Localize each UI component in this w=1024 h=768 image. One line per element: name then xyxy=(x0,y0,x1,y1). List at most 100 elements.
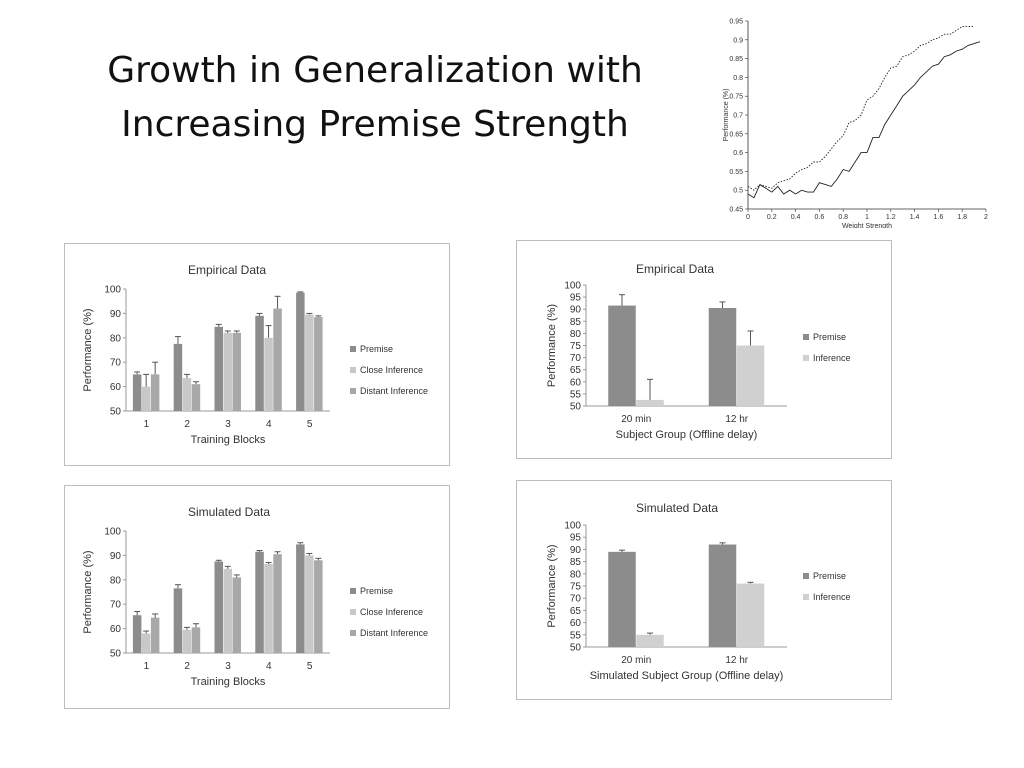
bar-premise xyxy=(608,551,636,647)
y-tick-label: 55 xyxy=(570,630,582,641)
simulated-training-blocks-chart: Simulated Data 50 60 70 80 90 100 Performance (… xyxy=(64,485,450,709)
bar-close-inference xyxy=(223,332,232,411)
bar-distant-inference xyxy=(191,627,201,653)
bar-distant-inference xyxy=(191,384,201,411)
x-tick-label: 20 min xyxy=(621,655,651,666)
x-axis-label: Subject Group (Offline delay) xyxy=(616,429,758,441)
chart-title: Empirical Data xyxy=(188,263,266,277)
y-tick-label: 0.45 xyxy=(729,207,743,214)
x-tick-label: 4 xyxy=(266,419,272,430)
y-axis-label: Performance (%) xyxy=(546,304,558,387)
y-tick-label: 65 xyxy=(570,606,582,617)
y-axis-label: Performance (%) xyxy=(546,544,558,627)
legend-swatch xyxy=(803,355,809,361)
series-line-1-dotted xyxy=(747,26,975,191)
x-tick-label: 1.2 xyxy=(886,214,896,221)
bar-distant-inference xyxy=(150,374,160,411)
bar-close-inference xyxy=(223,568,232,653)
y-tick-label: 75 xyxy=(570,341,582,352)
x-tick-label: 1 xyxy=(144,419,150,430)
legend-swatch xyxy=(803,573,809,579)
y-axis-label: Performance (%) xyxy=(82,308,94,391)
x-tick-label: 1 xyxy=(144,661,150,672)
y-tick-label: 0.55 xyxy=(729,169,743,176)
bar-close-inference xyxy=(305,314,314,411)
bar-premise xyxy=(296,292,305,411)
x-tick-label: 1.4 xyxy=(910,214,920,221)
bar-premise xyxy=(255,315,264,411)
y-tick-label: 0.85 xyxy=(729,56,743,63)
legend-swatch xyxy=(350,388,356,394)
bar-close-inference xyxy=(141,386,151,411)
line-chart-svg: 0.45 0.5 0.55 0.6 0.65 0.7 0.75 0.8 0.85 0.9 0.95 0… xyxy=(723,19,988,229)
bar-chart-svg: Empirical Data 50 60 70 80 90 100 Performance (… xyxy=(82,263,428,446)
bar-premise xyxy=(132,615,142,653)
slide-title-line-2: Increasing Premise Strength xyxy=(121,104,629,145)
bar-premise xyxy=(255,551,264,653)
legend-swatch xyxy=(803,594,809,600)
x-tick-label: 5 xyxy=(307,661,313,672)
x-tick-label: 3 xyxy=(225,419,231,430)
x-tick-label: 4 xyxy=(266,661,272,672)
legend-swatch xyxy=(350,609,356,615)
bar-distant-inference xyxy=(314,317,323,411)
x-axis-label: Weight Strength xyxy=(842,223,892,228)
weight-strength-line-chart: 0.45 0.5 0.55 0.6 0.65 0.7 0.75 0.8 0.85 0.9 0.95 0… xyxy=(718,14,1000,229)
bar-inference xyxy=(636,634,664,647)
bar-distant-inference xyxy=(150,617,160,653)
y-tick-label: 0.65 xyxy=(729,131,743,138)
y-axis-label: Performance (%) xyxy=(723,89,730,142)
y-tick-label: 50 xyxy=(110,649,122,660)
x-tick-label: 12 hr xyxy=(725,414,748,425)
bar-inference xyxy=(636,399,664,406)
bar-premise xyxy=(296,544,305,653)
y-tick-label: 0.8 xyxy=(733,75,743,82)
y-tick-label: 60 xyxy=(570,377,582,388)
y-tick-label: 100 xyxy=(564,281,581,292)
legend-label: Distant Inference xyxy=(360,386,428,396)
bar-distant-inference xyxy=(273,308,282,411)
legend-swatch xyxy=(350,367,356,373)
y-tick-label: 80 xyxy=(110,575,122,586)
bar-premise xyxy=(214,326,223,411)
legend-label: Close Inference xyxy=(360,607,423,617)
bar-close-inference xyxy=(264,337,273,411)
y-axis-label: Performance (%) xyxy=(82,550,94,633)
chart-title: Simulated Data xyxy=(636,501,718,515)
legend-swatch xyxy=(803,334,809,340)
legend-swatch xyxy=(350,588,356,594)
y-tick-label: 70 xyxy=(570,353,582,364)
y-tick-label: 65 xyxy=(570,365,582,376)
bar-inference xyxy=(736,583,765,647)
legend-label: Distant Inference xyxy=(360,628,428,638)
series-line-2-solid xyxy=(747,41,981,199)
y-tick-label: 80 xyxy=(570,569,582,580)
y-tick-label: 90 xyxy=(110,309,122,320)
y-tick-label: 0.7 xyxy=(733,113,743,120)
y-tick-label: 0.6 xyxy=(733,150,743,157)
y-tick-label: 90 xyxy=(110,551,122,562)
bar-premise xyxy=(173,343,183,411)
x-tick-label: 0 xyxy=(746,214,750,221)
bar-distant-inference xyxy=(273,554,282,653)
x-tick-label: 0.6 xyxy=(815,214,825,221)
x-tick-label: 2 xyxy=(984,214,988,221)
y-tick-label: 90 xyxy=(570,545,582,556)
x-tick-label: 1.6 xyxy=(934,214,944,221)
x-tick-label: 12 hr xyxy=(725,655,748,666)
slide-title-line-1: Growth in Generalization with xyxy=(107,50,643,91)
y-tick-label: 90 xyxy=(570,305,582,316)
legend-label: Premise xyxy=(813,332,846,342)
x-tick-label: 0.4 xyxy=(791,214,801,221)
x-tick-label: 3 xyxy=(225,661,231,672)
y-tick-label: 75 xyxy=(570,582,582,593)
bar-premise xyxy=(708,544,737,647)
y-tick-label: 60 xyxy=(570,618,582,629)
chart-title: Empirical Data xyxy=(636,262,714,276)
y-tick-label: 85 xyxy=(570,557,582,568)
bar-inference xyxy=(736,345,765,406)
y-tick-label: 50 xyxy=(570,643,582,654)
y-tick-label: 55 xyxy=(570,389,582,400)
